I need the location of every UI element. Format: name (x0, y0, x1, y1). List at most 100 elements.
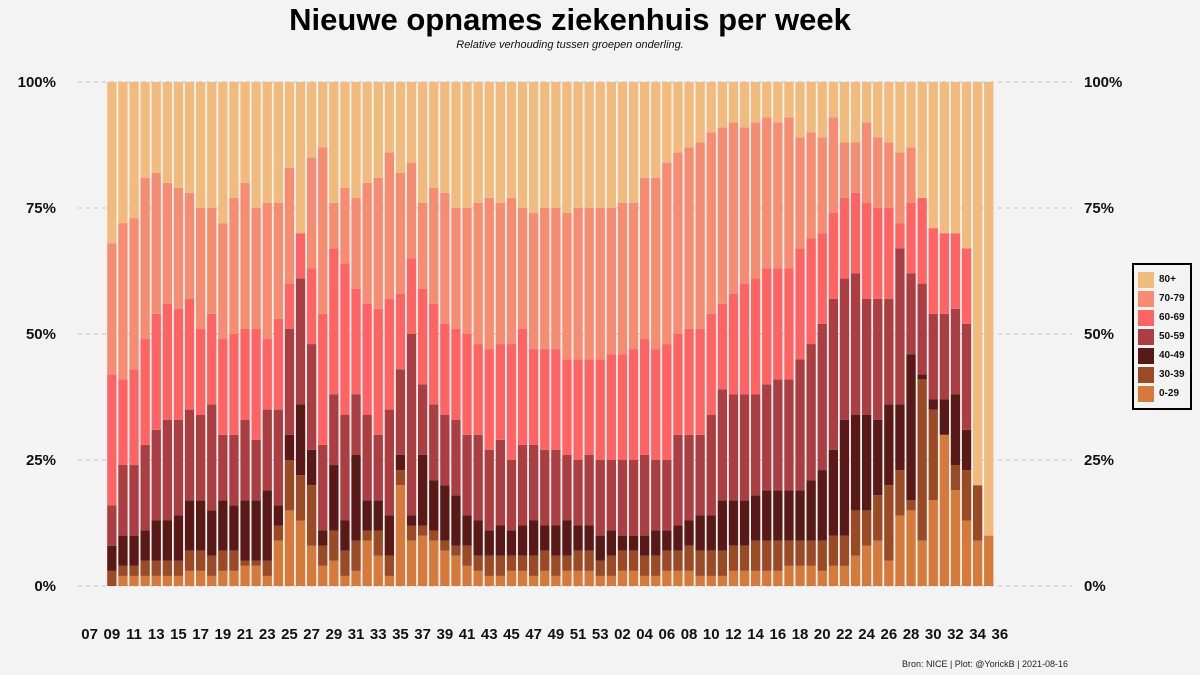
x-tick-label: 53 (592, 626, 609, 643)
legend-label: 60-69 (1159, 312, 1185, 323)
bar-segment-0-29 (340, 575, 350, 586)
bar-segment-30-39 (895, 470, 905, 516)
bar-segment-80+ (640, 82, 650, 178)
bar-segment-30-39 (517, 555, 528, 571)
bar-segment-0-29 (140, 575, 150, 586)
bar-segment-40-49 (595, 535, 605, 561)
bar-segment-80+ (850, 82, 861, 143)
bar-segment-30-39 (351, 540, 361, 571)
x-tick-label: 11 (126, 626, 142, 643)
bar-segment-70-79 (473, 202, 483, 345)
bar-segment-30-39 (395, 470, 406, 486)
bar-segment-60-69 (329, 248, 339, 395)
bar-segment-60-69 (540, 349, 550, 450)
bar-segment-40-49 (762, 490, 772, 541)
bar-segment-0-29 (817, 570, 827, 586)
bar-segment-0-29 (606, 575, 616, 586)
bar-segment-50-59 (850, 273, 861, 415)
bar-segment-30-39 (240, 560, 250, 566)
bar-segment-40-49 (628, 535, 639, 551)
bar-segment-30-39 (196, 550, 206, 571)
bar-segment-60-69 (196, 328, 206, 415)
bar-segment-50-59 (728, 394, 739, 501)
bar-segment-70-79 (273, 202, 283, 319)
bar-segment-0-29 (651, 575, 661, 586)
bar-segment-50-59 (329, 394, 339, 466)
bar-segment-0-29 (640, 575, 650, 586)
bar-segment-0-29 (628, 570, 639, 586)
bar-segment-80+ (173, 82, 184, 188)
legend-item: 50-59 (1138, 327, 1186, 346)
bar-segment-30-39 (717, 550, 727, 576)
bar-segment-50-59 (295, 278, 306, 405)
bar-segment-50-59 (451, 419, 461, 496)
bar-segment-80+ (839, 82, 850, 143)
bar-segment-50-59 (440, 414, 450, 486)
chart-subtitle: Relative verhouding tussen groepen onder… (456, 39, 684, 51)
bar-segment-80+ (895, 82, 905, 153)
legend-swatch (1138, 309, 1154, 326)
bar-segment-0-29 (984, 535, 994, 586)
x-tick-label: 32 (947, 626, 964, 643)
bar-segment-50-59 (928, 313, 938, 400)
bar-segment-80+ (862, 82, 872, 123)
bar-segment-30-39 (251, 560, 261, 566)
bar-segment-30-39 (284, 460, 295, 511)
bar-segment-70-79 (784, 117, 794, 269)
x-tick-label: 49 (548, 626, 565, 643)
bar-segment-70-79 (451, 208, 461, 329)
bar-segment-60-69 (728, 293, 739, 395)
x-tick-label: 04 (636, 626, 653, 643)
bar-segment-80+ (573, 82, 583, 208)
bar-segment-60-69 (706, 313, 716, 415)
bar-segment-80+ (162, 82, 172, 183)
bar-segment-40-49 (784, 490, 794, 541)
legend-swatch (1138, 328, 1154, 345)
bar-segment-0-29 (229, 570, 239, 586)
bar-segment-50-59 (606, 460, 616, 531)
bar-segment-40-49 (773, 490, 783, 541)
bar-segment-80+ (739, 82, 750, 128)
bar-segment-60-69 (529, 349, 539, 445)
bar-segment-60-69 (850, 192, 861, 274)
bar-segment-60-69 (684, 328, 694, 435)
bar-segment-70-79 (429, 187, 439, 304)
bar-segment-0-29 (862, 545, 872, 586)
bar-segment-70-79 (606, 208, 616, 355)
bar-segment-80+ (262, 82, 272, 203)
bar-segment-0-29 (961, 520, 972, 586)
bar-segment-60-69 (784, 268, 794, 380)
bar-segment-50-59 (207, 404, 217, 511)
bar-segment-70-79 (329, 202, 339, 249)
bar-segment-50-59 (595, 460, 605, 536)
bar-segment-30-39 (673, 550, 683, 571)
bar-segment-70-79 (884, 142, 894, 208)
bar-segment-60-69 (862, 202, 872, 299)
bar-segment-40-49 (684, 520, 694, 546)
bar-segment-30-39 (784, 540, 794, 566)
bar-segment-40-49 (850, 414, 861, 511)
legend-item: 60-69 (1138, 308, 1186, 327)
bar-segment-30-39 (884, 485, 894, 561)
bar-segment-80+ (140, 82, 150, 178)
bar-segment-80+ (728, 82, 739, 123)
bar-segment-50-59 (240, 419, 250, 501)
bar-segment-0-29 (506, 570, 517, 586)
bar-segment-40-49 (351, 454, 361, 541)
source-caption: Bron: NICE | Plot: @YorickB | 2021-08-16 (901, 659, 1068, 669)
bar-segment-30-39 (307, 485, 317, 546)
bar-segment-40-49 (884, 404, 894, 486)
bar-segment-0-29 (362, 540, 372, 586)
x-tick-label: 16 (770, 626, 787, 643)
bar-segment-80+ (540, 82, 550, 208)
y-axis-left: 0% 25% 50% 75% 100% (18, 74, 56, 595)
bar-segment-0-29 (617, 570, 628, 586)
bar-segment-50-59 (839, 278, 850, 420)
bar-segment-50-59 (384, 409, 394, 516)
bar-segment-0-29 (828, 565, 838, 586)
bar-segment-40-49 (817, 470, 827, 541)
bar-segment-0-29 (540, 570, 550, 586)
bar-segment-0-29 (329, 560, 339, 586)
bar-segment-70-79 (362, 182, 372, 304)
bar-segment-50-59 (762, 384, 772, 491)
